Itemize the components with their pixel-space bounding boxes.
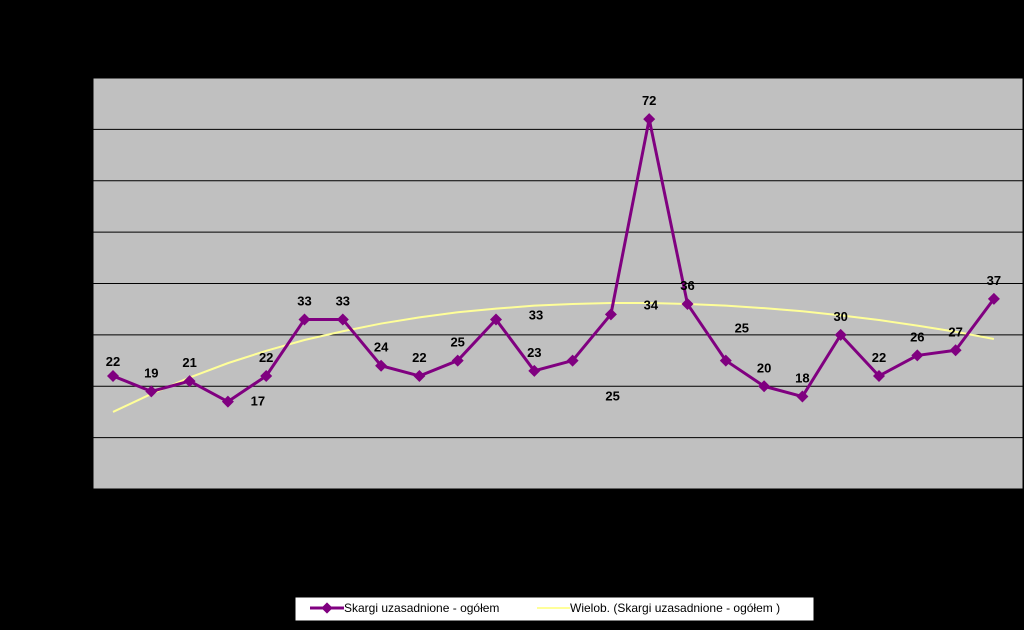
data-point-marker bbox=[528, 364, 541, 377]
data-point-marker bbox=[987, 292, 1000, 305]
trend-line bbox=[112, 302, 995, 413]
data-label: 25 bbox=[735, 321, 749, 336]
data-point-marker bbox=[834, 328, 847, 341]
data-point-marker bbox=[911, 349, 924, 362]
data-label: 37 bbox=[987, 273, 1001, 288]
data-label: 21 bbox=[182, 355, 196, 370]
data-point-marker bbox=[413, 369, 426, 382]
data-point-marker bbox=[375, 359, 388, 372]
data-point-marker bbox=[604, 308, 617, 321]
data-label: 22 bbox=[872, 350, 886, 365]
data-point-marker bbox=[298, 313, 311, 326]
data-label: 30 bbox=[833, 309, 847, 324]
data-point-marker bbox=[490, 313, 502, 326]
data-point-marker bbox=[796, 390, 809, 403]
data-label: 22 bbox=[106, 354, 120, 369]
legend-trend-label: Wielob. (Skargi uzasadnione - ogółem ) bbox=[570, 601, 780, 615]
plot-area-border bbox=[92, 77, 1024, 490]
data-point-marker bbox=[260, 369, 273, 382]
data-label: 19 bbox=[144, 365, 158, 380]
data-label: 26 bbox=[910, 329, 924, 344]
data-label: 22 bbox=[412, 350, 426, 365]
data-point-marker bbox=[107, 369, 119, 382]
data-point-marker bbox=[758, 380, 771, 393]
data-point-marker bbox=[643, 113, 656, 126]
data-point-marker bbox=[719, 354, 732, 367]
data-label: 34 bbox=[644, 297, 659, 312]
data-label: 33 bbox=[336, 293, 350, 308]
data-point-marker bbox=[566, 354, 579, 367]
data-labels: 22 19 21 17 22 33 33 24 22 25 33 23 25 34 72 36 25 20 18 30… bbox=[106, 93, 1001, 409]
data-markers bbox=[107, 113, 1000, 408]
data-label: 24 bbox=[374, 340, 389, 355]
data-point-marker bbox=[221, 395, 234, 408]
data-label: 17 bbox=[251, 394, 265, 409]
data-point-marker bbox=[183, 375, 196, 388]
data-point-marker bbox=[336, 313, 349, 326]
data-label: 25 bbox=[450, 335, 464, 350]
data-label: 33 bbox=[529, 307, 543, 322]
data-label: 36 bbox=[680, 278, 694, 293]
series-line bbox=[112, 117, 996, 404]
gridlines bbox=[93, 128, 1023, 439]
legend-series-label: Skargi uzasadnione - ogółem bbox=[344, 601, 499, 615]
data-point-marker bbox=[873, 369, 885, 382]
legend-series-marker bbox=[321, 602, 333, 614]
data-point-marker bbox=[451, 354, 464, 367]
data-point-marker bbox=[145, 385, 158, 398]
data-label: 23 bbox=[527, 345, 541, 360]
data-label: 20 bbox=[757, 360, 771, 375]
data-point-marker bbox=[681, 298, 694, 311]
data-label: 18 bbox=[795, 371, 809, 386]
data-label: 25 bbox=[605, 389, 619, 404]
data-label: 33 bbox=[297, 293, 311, 308]
data-label: 22 bbox=[259, 350, 273, 365]
data-point-marker bbox=[949, 344, 962, 357]
data-label: 27 bbox=[948, 324, 962, 339]
data-label: 72 bbox=[642, 93, 656, 108]
legend: Skargi uzasadnione - ogółem Wielob. (Ska… bbox=[294, 596, 815, 622]
